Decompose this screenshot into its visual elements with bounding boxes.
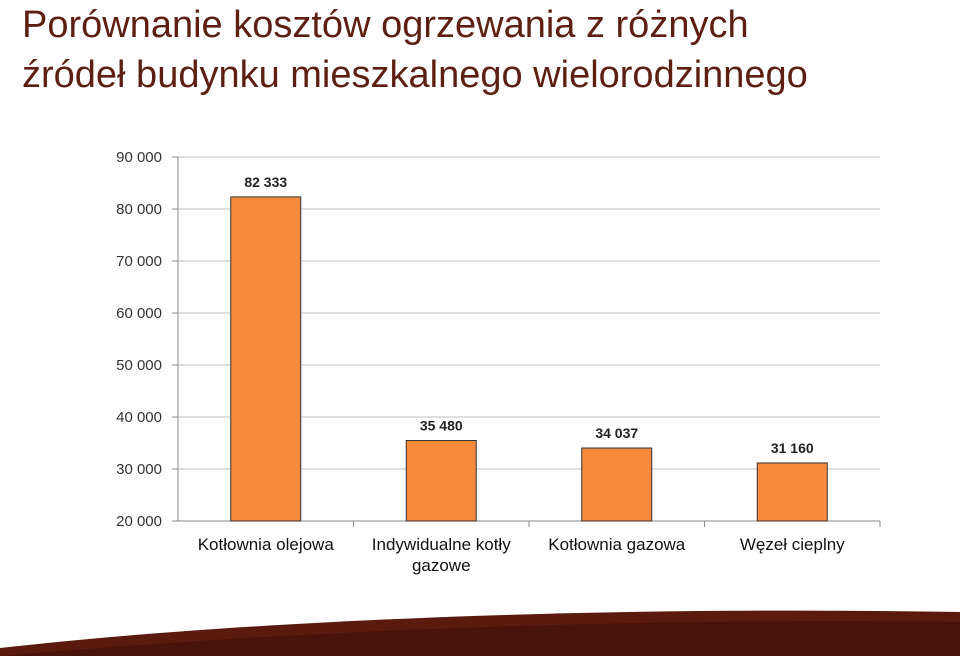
y-tick-label: 50 000 (116, 357, 162, 374)
x-tick-label: Kotłownia olejowa (198, 535, 335, 554)
y-tick-label: 70 000 (116, 253, 162, 270)
data-labels: 82 333 35 480 34 037 31 160 (244, 174, 814, 456)
x-tick-label: Indywidualne kotły (372, 535, 511, 554)
bar (756, 462, 828, 522)
data-label: 82 333 (244, 174, 287, 190)
slide-title-line-1: Porównanie kosztów ogrzewania z różnych (22, 4, 749, 46)
bar (230, 196, 302, 522)
slide-title: Porównanie kosztów ogrzewania z różnych … (22, 0, 942, 100)
x-tick-label: Kotłownia gazowa (548, 535, 686, 554)
y-tick-label: 60 000 (116, 305, 162, 322)
y-tick-label: 90 000 (116, 149, 162, 166)
tick-labels: 20 000 30 000 40 000 50 000 60 000 70 000 80 0… (116, 149, 845, 575)
bar (405, 440, 477, 522)
decorative-band-shade (0, 621, 960, 656)
y-tick-label: 30 000 (116, 461, 162, 478)
x-tick-label: Węzeł cieplny (740, 535, 845, 554)
data-label: 35 480 (420, 418, 463, 434)
x-tick-label: gazowe (412, 556, 471, 575)
bars (230, 196, 828, 522)
data-label: 31 160 (771, 440, 814, 456)
y-tick-label: 80 000 (116, 201, 162, 218)
bottom-decorative-band (0, 610, 960, 656)
bar (581, 447, 653, 522)
data-label: 34 037 (595, 425, 638, 441)
slide-title-line-2: źródeł budynku mieszkalnego wielorodzinn… (22, 54, 808, 96)
y-tick-label: 40 000 (116, 409, 162, 426)
y-tick-label: 20 000 (116, 513, 162, 530)
